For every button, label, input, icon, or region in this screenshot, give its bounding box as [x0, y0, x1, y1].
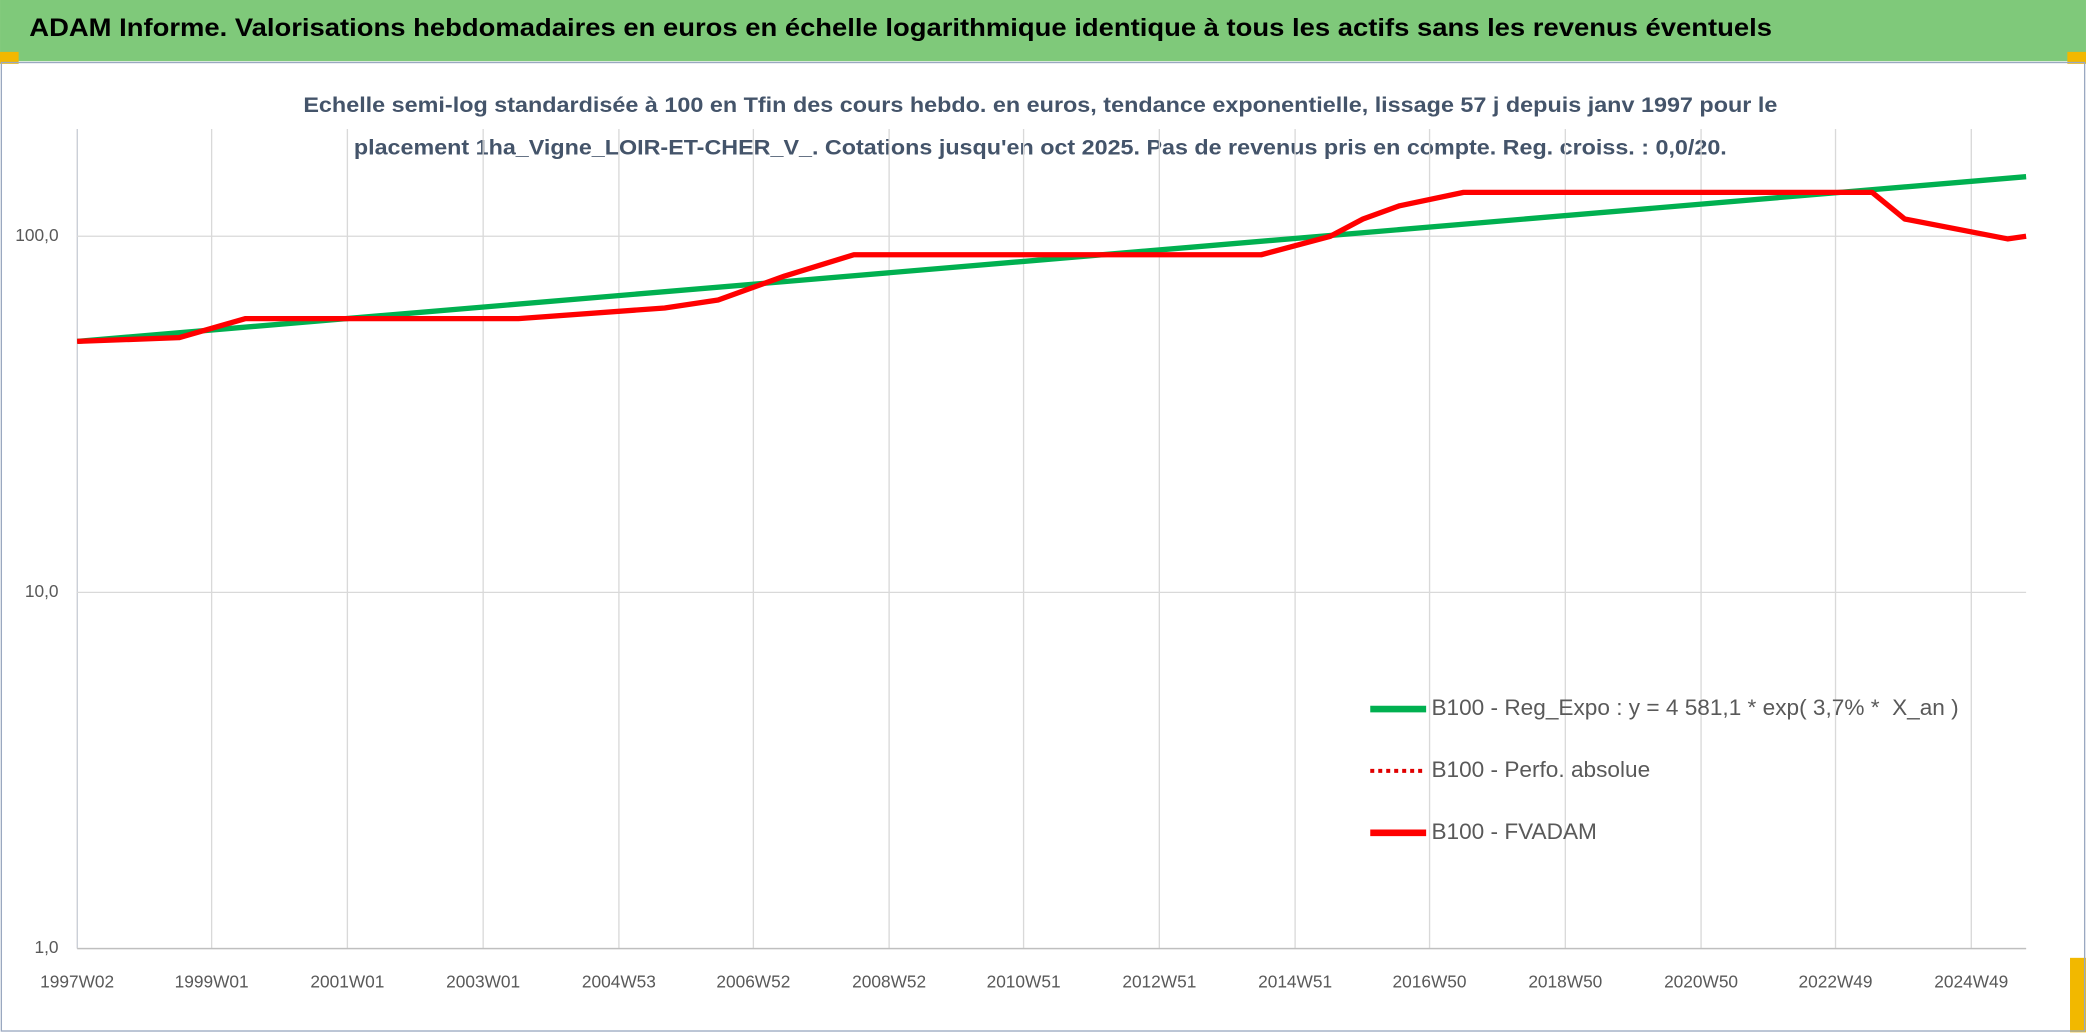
- y-tick-label: 10,0: [25, 581, 59, 601]
- x-tick-label: 2016W50: [1393, 972, 1467, 992]
- y-tick-label: 1,0: [35, 937, 59, 957]
- x-tick-label: 2022W49: [1799, 972, 1873, 992]
- legend-label: B100 - Perfo. absolue: [1431, 757, 1650, 782]
- x-tick-label: 2004W53: [582, 972, 656, 992]
- corner: [2067, 51, 2086, 64]
- chart-title: Echelle semi-log standardisée à 100 en T…: [303, 93, 1777, 117]
- x-tick-label: 2018W50: [1528, 972, 1602, 992]
- header-title: ADAM Informe. Valorisations hebdomadaire…: [29, 14, 1772, 42]
- panel-border: [0, 61, 2086, 1032]
- x-tick-label: 2014W51: [1258, 972, 1332, 992]
- x-tick-label: 2003W01: [446, 972, 520, 992]
- series-line: [76, 174, 2027, 345]
- legend-label: B100 - FVADAM: [1431, 819, 1596, 844]
- x-tick-label: 2010W51: [987, 972, 1061, 992]
- corner: [2070, 957, 2086, 1033]
- x-tick-label: 2020W50: [1664, 972, 1738, 992]
- header-band: [0, 0, 2086, 62]
- y-tick-label: 100,0: [15, 225, 58, 245]
- legend-label: B100 - Reg_Expo : y = 4 581,1 * exp( 3,7…: [1431, 695, 1958, 720]
- corner: [0, 51, 19, 64]
- x-tick-label: 2008W52: [852, 972, 926, 992]
- x-tick-label: 2012W51: [1122, 972, 1196, 992]
- chart-title: placement 1ha_Vigne_LOIR-ET-CHER_V_. Cot…: [354, 136, 1727, 160]
- series-line: [77, 189, 2027, 345]
- x-tick-label: 1997W02: [40, 972, 114, 992]
- x-tick-label: 2024W49: [1934, 972, 2008, 992]
- x-tick-label: 2001W01: [310, 972, 384, 992]
- x-tick-label: 2006W52: [716, 972, 790, 992]
- x-tick-label: 1999W01: [175, 972, 249, 992]
